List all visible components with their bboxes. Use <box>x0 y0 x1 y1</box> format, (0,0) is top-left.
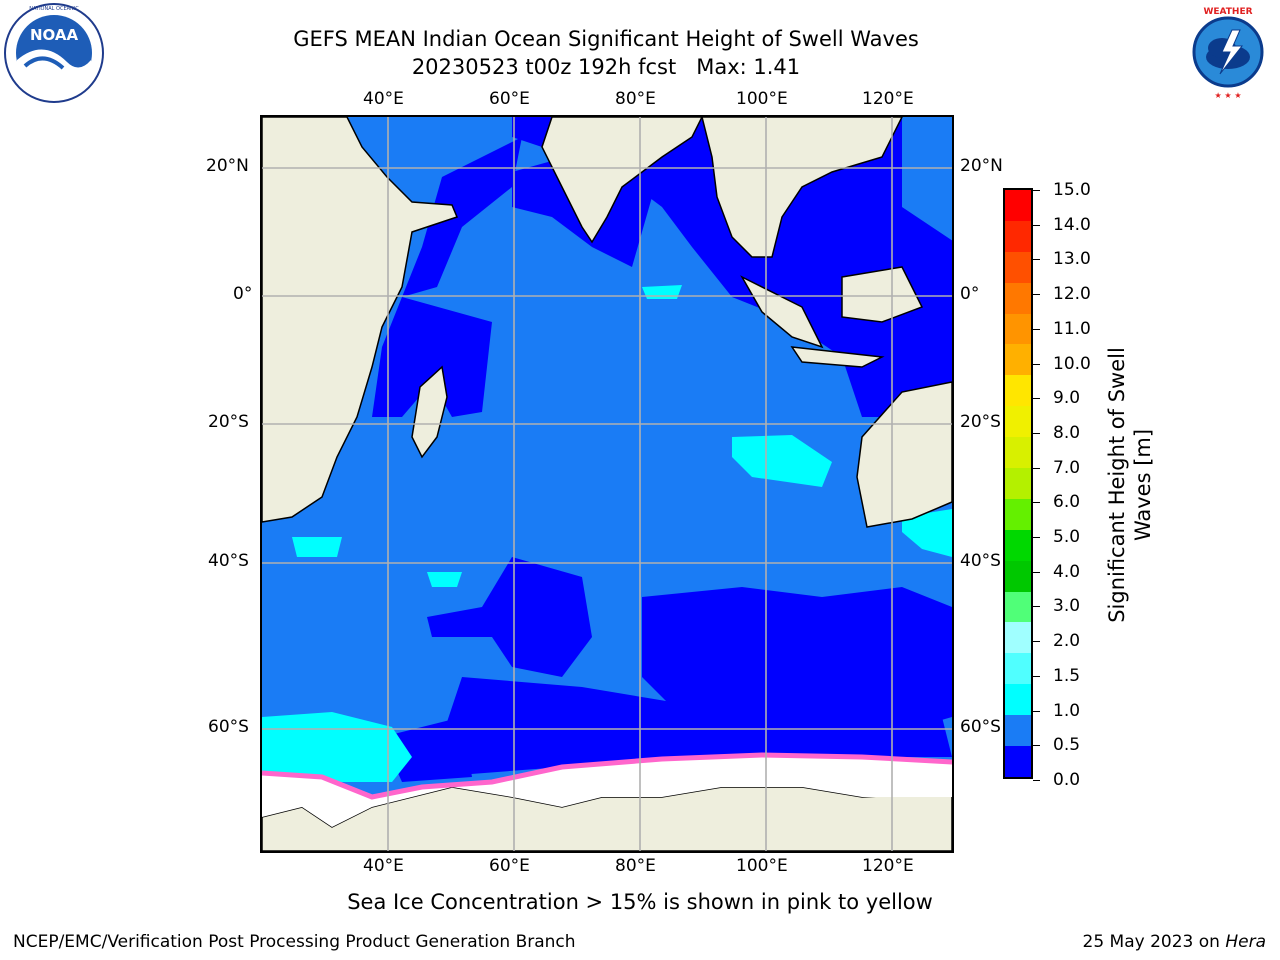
colorbar-label: 1.0 <box>1053 700 1081 721</box>
colorbar-tick <box>1033 294 1040 296</box>
lat-tick-right: 0° <box>960 284 980 304</box>
lon-tick-top: 80°E <box>615 89 656 109</box>
lon-tick-bottom: 100°E <box>736 856 788 876</box>
colorbar-tick <box>1033 398 1040 400</box>
lon-tick-top: 40°E <box>363 89 404 109</box>
colorbar-segment <box>1005 622 1031 654</box>
colorbar-tick <box>1033 710 1040 712</box>
colorbar-segment <box>1005 344 1031 376</box>
nws-logo: WEATHER ★ ★ ★ <box>1178 2 1278 106</box>
colorbar-segment <box>1005 437 1031 469</box>
colorbar-tick <box>1033 745 1040 747</box>
colorbar-label: 9.0 <box>1053 388 1081 409</box>
colorbar-segment <box>1005 498 1031 530</box>
lat-tick-left: 20°N <box>206 156 249 176</box>
colorbar-segment <box>1005 406 1031 438</box>
colorbar-label: 3.0 <box>1053 596 1081 617</box>
footer-date: 25 May 2023 on Hera <box>1083 932 1267 952</box>
lat-tick-right: 60°S <box>960 717 1001 737</box>
footer-credit: NCEP/EMC/Verification Post Processing Pr… <box>13 932 576 952</box>
colorbar-label: 6.0 <box>1053 492 1081 513</box>
colorbar-label: 8.0 <box>1053 422 1081 443</box>
colorbar-segment <box>1005 715 1031 747</box>
colorbar-tick <box>1033 363 1040 365</box>
colorbar-segment <box>1005 746 1031 777</box>
chart-subtitle: 20230523 t00z 192h fcst Max: 1.41 <box>411 55 801 79</box>
colorbar-segment <box>1005 468 1031 499</box>
colorbar-tick <box>1033 190 1040 191</box>
colorbar-tick <box>1033 606 1040 608</box>
colorbar-tick <box>1033 571 1040 573</box>
colorbar-tick <box>1033 502 1040 504</box>
colorbar-title-line2: Waves [m] <box>1131 428 1155 542</box>
graticule <box>262 117 952 851</box>
colorbar-label: 11.0 <box>1053 318 1091 339</box>
colorbar-segment <box>1005 251 1031 283</box>
colorbar-tick <box>1033 467 1040 469</box>
noaa-logo: NOAA NATIONAL OCEANIC <box>3 2 105 108</box>
colorbar-label: 4.0 <box>1053 561 1081 582</box>
svg-text:WEATHER: WEATHER <box>1203 7 1252 17</box>
colorbar-tick <box>1033 224 1040 226</box>
footer-host: Hera <box>1225 932 1266 952</box>
colorbar-tick <box>1033 259 1040 261</box>
lon-tick-top: 120°E <box>862 89 914 109</box>
ice-edge <box>262 752 952 800</box>
colorbar-tick <box>1033 432 1040 434</box>
colorbar-tick <box>1033 780 1040 781</box>
lat-tick-right: 40°S <box>960 551 1001 571</box>
sea-ice-caption: Sea Ice Concentration > 15% is shown in … <box>347 890 933 914</box>
lat-tick-left: 0° <box>233 284 253 304</box>
colorbar-segment <box>1005 653 1031 685</box>
lat-tick-left: 40°S <box>208 551 249 571</box>
colorbar <box>1003 188 1033 779</box>
lon-tick-top: 60°E <box>489 89 530 109</box>
colorbar-segment <box>1005 282 1031 314</box>
colorbar-segment <box>1005 560 1031 592</box>
colorbar-label: 12.0 <box>1053 284 1091 305</box>
lat-tick-right: 20°S <box>960 412 1001 432</box>
colorbar-label: 5.0 <box>1053 527 1081 548</box>
chart-title: GEFS MEAN Indian Ocean Significant Heigh… <box>293 27 919 51</box>
sea-ice <box>262 755 952 827</box>
colorbar-tick <box>1033 641 1040 643</box>
colorbar-title-line1: Significant Height of Swell <box>1105 347 1129 623</box>
lon-tick-bottom: 80°E <box>615 856 656 876</box>
colorbar-segment <box>1005 591 1031 623</box>
colorbar-tick <box>1033 675 1040 677</box>
colorbar-label: 0.5 <box>1053 735 1081 756</box>
lon-tick-bottom: 60°E <box>489 856 530 876</box>
colorbar-segment <box>1005 220 1031 252</box>
low-swell-areas <box>372 117 952 782</box>
colorbar-label: 2.0 <box>1053 631 1081 652</box>
footer-date-text: 25 May 2023 on <box>1082 932 1226 952</box>
svg-text:NOAA: NOAA <box>30 26 79 44</box>
colorbar-segment <box>1005 684 1031 716</box>
colorbar-tick <box>1033 537 1040 539</box>
land-areas <box>262 117 952 851</box>
lon-tick-top: 100°E <box>736 89 788 109</box>
colorbar-label: 1.5 <box>1053 665 1081 686</box>
svg-text:★ ★ ★: ★ ★ ★ <box>1214 91 1241 100</box>
colorbar-label: 0.0 <box>1053 770 1081 790</box>
lon-tick-bottom: 120°E <box>862 856 914 876</box>
lat-tick-left: 20°S <box>208 412 249 432</box>
colorbar-label: 13.0 <box>1053 249 1091 270</box>
lat-tick-left: 60°S <box>208 717 249 737</box>
colorbar-segment <box>1005 313 1031 345</box>
colorbar-tick <box>1033 328 1040 330</box>
lon-tick-bottom: 40°E <box>363 856 404 876</box>
colorbar-segment <box>1005 375 1031 407</box>
colorbar-label: 14.0 <box>1053 214 1091 235</box>
colorbar-label: 10.0 <box>1053 353 1091 374</box>
colorbar-segment <box>1005 529 1031 561</box>
colorbar-label: 7.0 <box>1053 457 1081 478</box>
colorbar-label: 15.0 <box>1053 180 1091 200</box>
map-panel <box>260 115 954 853</box>
svg-text:NATIONAL OCEANIC: NATIONAL OCEANIC <box>29 6 79 12</box>
lat-tick-right: 20°N <box>960 156 1003 176</box>
colorbar-segment <box>1005 190 1031 221</box>
